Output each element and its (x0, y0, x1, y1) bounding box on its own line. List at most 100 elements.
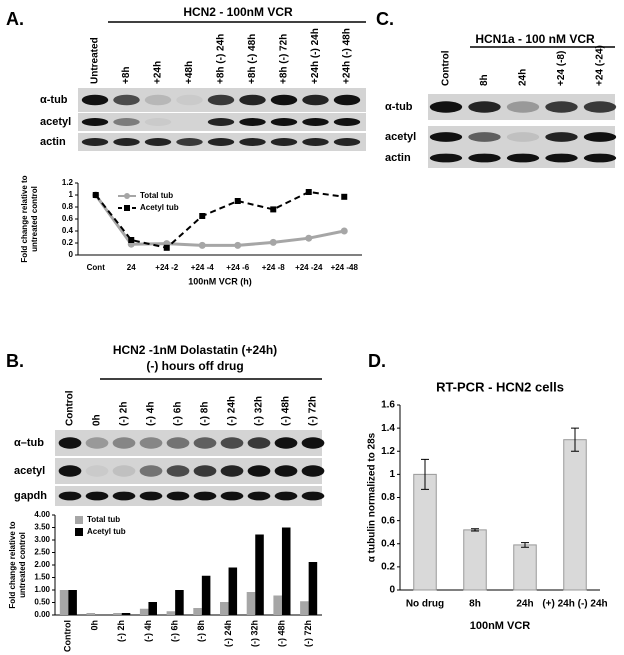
lane-label: 8h (479, 74, 490, 86)
x-tick-label: (-) 72h (303, 620, 313, 647)
error-bar (521, 542, 529, 548)
blot-band (274, 465, 298, 477)
blot-band (139, 491, 163, 501)
x-tick-label: (-) 2h (116, 620, 126, 642)
x-tick-label: +24 -2 (155, 263, 178, 272)
blot-band (468, 153, 501, 163)
blot-band (85, 437, 109, 449)
blot-band (166, 465, 190, 477)
lane-label: Untreated (90, 37, 101, 84)
blot-band (302, 138, 329, 146)
legend-swatch (75, 528, 83, 536)
error-bar (571, 427, 579, 452)
blot-band (302, 94, 329, 106)
blot-band (583, 132, 617, 142)
blot-band (193, 465, 217, 477)
bar (273, 595, 282, 615)
bar (413, 473, 437, 591)
lane-label: (-) 24h (227, 396, 238, 426)
blot-band (220, 465, 244, 477)
blot-band (193, 491, 217, 501)
bar (121, 613, 131, 615)
blot-band (85, 491, 109, 501)
blot-band (247, 437, 271, 449)
bar (59, 590, 69, 615)
lane-label: (-) 4h (146, 402, 157, 426)
blot-band (545, 132, 578, 142)
y-tick-label: 0.50 (34, 598, 50, 607)
blot-band (139, 465, 163, 477)
blot-band (144, 118, 172, 126)
bar (201, 575, 211, 615)
legend-swatch (75, 516, 83, 524)
lane-label: (-) 32h (254, 396, 265, 426)
blot-band (301, 465, 325, 477)
y-tick-label: 4.00 (34, 510, 50, 519)
row-label: α-tub (385, 101, 413, 113)
bar (563, 439, 587, 591)
bar (175, 590, 184, 615)
blot-band (301, 491, 325, 501)
y-tick-label: 1.2 (62, 178, 74, 187)
blot-band (113, 138, 140, 146)
series-line (94, 190, 345, 249)
legend-label: Acetyl tub (140, 203, 179, 212)
y-tick-label: 3.00 (34, 535, 50, 544)
blot-band (207, 94, 235, 106)
bar (255, 534, 264, 615)
blot-band (113, 94, 140, 106)
blot-band (112, 437, 136, 449)
bar (281, 527, 291, 615)
legend-label: Acetyl tub (87, 527, 126, 536)
y-tick-label: 0.4 (381, 538, 395, 549)
row-label: α-tub (40, 94, 68, 106)
y-tick-label: 0.2 (381, 562, 395, 573)
point (269, 238, 277, 246)
point (305, 234, 313, 242)
y-tick-label: 1.4 (381, 423, 395, 434)
lane-label: (-) 2h (119, 402, 130, 426)
lane-label: +24 (-24) (595, 45, 606, 86)
blot-band (333, 138, 361, 146)
blot-header: HCN2 - 100nM VCR (183, 5, 293, 19)
bar (246, 592, 256, 615)
blot-band (220, 491, 244, 501)
bar (300, 601, 309, 615)
blot-band (302, 118, 329, 126)
lane-label: Control (441, 50, 452, 86)
row-label: gapdh (14, 490, 47, 502)
y-tick-label: 0.8 (62, 202, 74, 211)
blot-band (113, 118, 140, 126)
point (163, 244, 170, 251)
blot-band (81, 118, 109, 126)
blot-band (193, 437, 217, 449)
blot-band (239, 118, 266, 126)
blot-header: HCN2 -1nM Dolastatin (+24h) (113, 343, 277, 357)
blot-band (58, 437, 82, 449)
y-tick-label: 0.6 (62, 214, 74, 223)
panel-label: B. (6, 351, 24, 371)
lane-label: +8h (121, 66, 132, 84)
x-tick-label: +24 -24 (295, 263, 323, 272)
x-tick-label: 24 (127, 263, 136, 272)
lane-label: +8h (-) 48h (247, 34, 258, 84)
blot-band (207, 118, 235, 126)
point (270, 206, 277, 213)
blot-band (139, 437, 163, 449)
lane-label: +24h (-) 24h (310, 28, 321, 84)
row-label: acetyl (385, 131, 416, 143)
blot-band (112, 465, 136, 477)
blot-band (144, 94, 172, 106)
legend-marker (124, 205, 130, 211)
series-line (94, 194, 345, 247)
bar (68, 590, 77, 615)
bar (193, 608, 202, 615)
blot-band (247, 491, 271, 501)
x-tick-label: +24 -8 (262, 263, 285, 272)
y-tick-label: 0.4 (62, 226, 74, 235)
point (92, 192, 99, 198)
bar (308, 562, 318, 615)
blot-band (239, 94, 266, 106)
y-tick-label: 1 (69, 190, 74, 199)
y-tick-label: 0.00 (34, 610, 50, 619)
